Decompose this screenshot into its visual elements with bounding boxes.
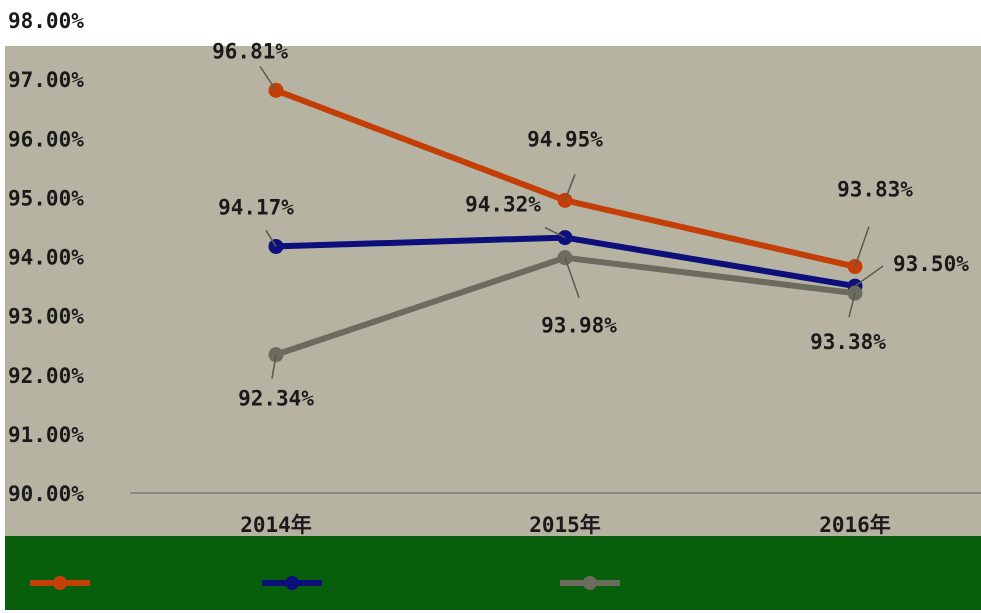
y-tick-label: 97.00% [8,68,84,92]
y-tick-label: 95.00% [8,186,84,210]
legend-swatch-marker [53,576,67,590]
leader-line [544,226,566,239]
x-tick-label: 2015年 [529,513,601,537]
data-label: 93.50% [893,252,969,276]
legend-band [5,536,981,610]
y-tick-label: 96.00% [8,127,84,151]
leader-line [854,226,870,267]
leader-line [259,65,277,91]
leader-line [854,265,884,287]
legend [30,576,620,590]
x-tick-label: 2016年 [819,513,891,537]
data-label: 94.95% [527,127,603,151]
leader-line [265,230,277,247]
legend-swatch-marker [583,576,597,590]
x-tick-label: 2014年 [240,513,312,537]
y-tick-label: 90.00% [8,482,84,506]
data-label: 94.17% [218,195,294,219]
legend-swatch-marker [285,576,299,590]
leader-line [564,257,580,298]
data-label: 93.83% [837,178,913,202]
y-tick-label: 93.00% [8,305,84,329]
data-label: 96.81% [212,39,288,63]
data-label: 92.34% [238,387,314,411]
y-tick-label: 94.00% [8,246,84,270]
y-tick-label: 91.00% [8,423,84,447]
y-tick-label: 98.00% [8,9,84,33]
data-label: 93.38% [810,330,886,354]
y-tick-label: 92.00% [8,364,84,388]
data-label: 93.98% [541,314,617,338]
leader-line [564,174,576,201]
leader-line [271,354,277,379]
leader-line [848,292,856,318]
data-label: 94.32% [465,193,541,217]
